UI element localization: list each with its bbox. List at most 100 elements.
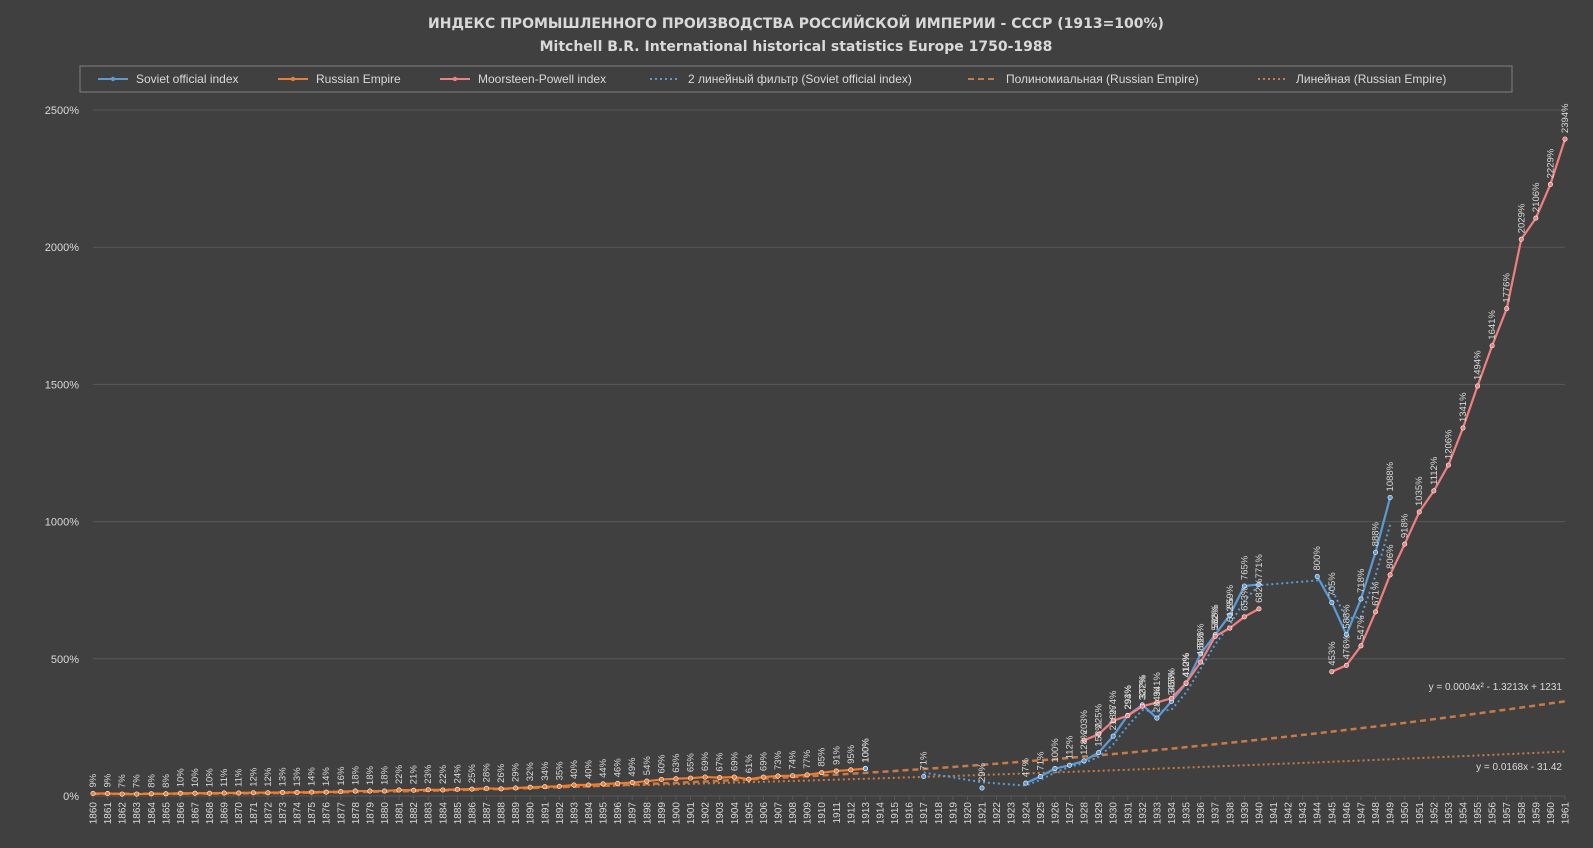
data-point	[1518, 236, 1524, 242]
legend-label: Russian Empire	[316, 72, 401, 86]
legend-label: Moorsteen-Powell index	[478, 72, 606, 86]
data-label: 1494%	[1473, 350, 1484, 380]
data-point	[1460, 425, 1466, 431]
data-point	[1110, 733, 1116, 739]
data-point	[790, 773, 796, 779]
data-point	[1373, 609, 1379, 615]
x-tick-label: 1888	[497, 802, 508, 825]
data-label: 327%	[1137, 675, 1148, 700]
data-label: 612%	[1225, 597, 1236, 622]
data-label: 46%	[613, 758, 624, 778]
x-tick-label: 1941	[1269, 802, 1280, 825]
trend-equation-linear: y = 0.0168x - 31.42	[1476, 762, 1562, 773]
data-label: 100%	[860, 738, 871, 763]
data-label: 10%	[190, 768, 201, 788]
data-point	[1358, 643, 1364, 649]
data-label: 47%	[1021, 758, 1032, 778]
x-tick-label: 1942	[1284, 802, 1295, 825]
x-tick-label: 1946	[1342, 802, 1353, 825]
y-tick-label: 500%	[51, 654, 79, 666]
data-point	[819, 770, 825, 776]
data-label: 18%	[350, 765, 361, 785]
data-point	[746, 776, 752, 782]
data-label: 345%	[1166, 670, 1177, 695]
data-label: 35%	[554, 761, 565, 781]
series-line	[1316, 497, 1392, 638]
data-point	[1096, 731, 1102, 737]
data-point	[1212, 633, 1218, 639]
x-tick-label: 1934	[1167, 802, 1178, 825]
data-label: 218%	[1108, 705, 1119, 730]
data-point	[1387, 494, 1393, 500]
x-tick-label: 1863	[132, 802, 143, 825]
data-point	[775, 773, 781, 779]
x-tick-label: 1945	[1327, 802, 1338, 825]
data-label: 34%	[540, 761, 551, 781]
x-tick-label: 1953	[1444, 802, 1455, 825]
data-label: 588%	[1341, 604, 1352, 629]
x-tick-label: 1923	[1007, 802, 1018, 825]
data-point	[1416, 509, 1422, 515]
data-label: 49%	[627, 757, 638, 777]
chart-subtitle: Mitchell B.R. International historical s…	[540, 39, 1053, 55]
x-tick-label: 1877	[336, 802, 347, 825]
data-label: 2106%	[1531, 182, 1542, 212]
series-layer	[90, 136, 1568, 797]
x-tick-label: 1862	[118, 802, 129, 825]
legend-label: 2 линейный фильтр (Soviet official index…	[688, 72, 912, 86]
data-label: 9%	[103, 773, 114, 787]
data-point	[323, 789, 329, 795]
x-tick-label: 1947	[1356, 802, 1367, 825]
data-point	[513, 785, 519, 791]
data-point	[1504, 306, 1510, 312]
data-label: 25%	[467, 764, 478, 784]
x-tick-label: 1864	[147, 802, 158, 825]
x-tick-label: 1897	[628, 802, 639, 825]
x-tick-label: 1954	[1458, 802, 1469, 825]
data-point	[119, 791, 125, 797]
data-point	[163, 791, 169, 797]
data-point	[1096, 750, 1102, 756]
data-point	[1329, 669, 1335, 675]
data-label: 293%	[1123, 685, 1134, 710]
x-tick-label: 1894	[584, 802, 595, 825]
data-point	[586, 782, 592, 788]
data-label: 8%	[161, 774, 172, 788]
data-label: 274%	[1108, 690, 1119, 715]
x-tick-label: 1943	[1298, 802, 1309, 825]
x-tick-label: 1891	[540, 802, 551, 825]
data-label: 26%	[496, 763, 507, 783]
data-label: 203%	[1079, 709, 1090, 734]
x-tick-label: 1882	[409, 802, 420, 825]
x-tick-label: 1924	[1021, 802, 1032, 825]
data-label: 718%	[1356, 568, 1367, 593]
x-tick-label: 1939	[1240, 802, 1251, 825]
x-tick-label: 1875	[307, 802, 318, 825]
x-tick-label: 1933	[1152, 802, 1163, 825]
data-label: 1206%	[1443, 429, 1454, 459]
data-label: 40%	[569, 759, 580, 779]
data-point	[571, 782, 577, 788]
data-point	[207, 790, 213, 796]
data-point	[760, 774, 766, 780]
x-tick-label: 1917	[919, 802, 930, 825]
data-label: 806%	[1385, 544, 1396, 569]
data-point	[396, 787, 402, 793]
data-label: 1641%	[1487, 310, 1498, 340]
data-label: 71%	[919, 751, 930, 771]
data-label: 9%	[88, 773, 99, 787]
legend-marker	[452, 76, 458, 82]
x-tick-label: 1960	[1546, 802, 1557, 825]
data-point	[1314, 573, 1320, 579]
data-label: 100%	[860, 738, 871, 763]
data-label: 294%	[1123, 684, 1134, 709]
data-label: 24%	[452, 764, 463, 784]
data-point	[1431, 488, 1437, 494]
x-tick-label: 1872	[263, 802, 274, 825]
x-tick-label: 1919	[948, 802, 959, 825]
x-tick-label: 1932	[1138, 802, 1149, 825]
y-tick-label: 0%	[63, 791, 79, 803]
legend-marker	[110, 76, 116, 82]
x-tick-label: 1937	[1211, 802, 1222, 825]
data-point	[1139, 703, 1145, 709]
